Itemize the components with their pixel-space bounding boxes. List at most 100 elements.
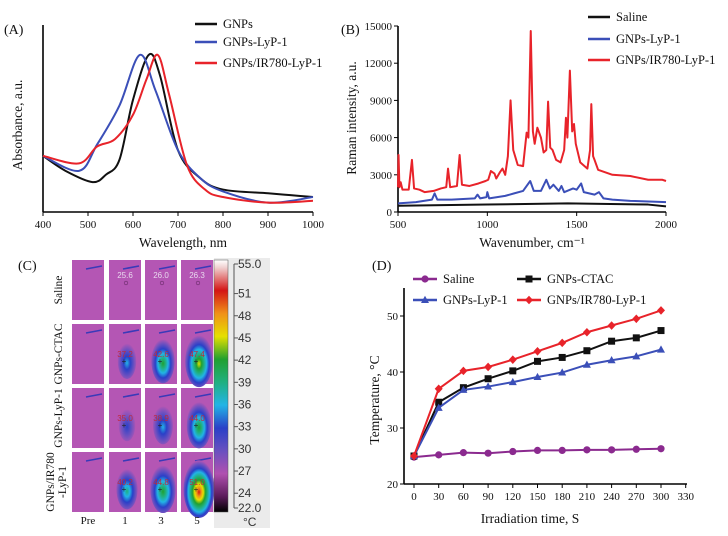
row-label-line: Saline <box>53 276 65 305</box>
thermal-image <box>72 260 104 320</box>
thermal-background <box>72 452 104 512</box>
data-point <box>582 360 591 368</box>
tube-tip <box>158 265 176 270</box>
temperature-readout: 26.0 <box>153 271 169 280</box>
temperature-readout: 44.0 <box>189 414 205 423</box>
data-point <box>459 385 468 393</box>
crosshair-icon: + <box>158 357 163 366</box>
thermal-image: 26.0 <box>145 260 177 320</box>
tube-tip <box>85 457 103 462</box>
x-axis-label: Wavenumber, cm⁻¹ <box>479 235 585 250</box>
data-point <box>484 362 493 372</box>
thermal-image: 44.8+ <box>145 452 177 514</box>
legend-label: GNPs/IR780-LyP-1 <box>547 293 646 307</box>
data-point <box>534 357 541 365</box>
data-point <box>459 449 467 457</box>
data-point <box>434 384 443 394</box>
data-point <box>583 347 591 355</box>
colorbar-tick-label: 55.0 <box>238 257 262 271</box>
tube-tip <box>122 393 140 398</box>
thermal-image: 40.2+ <box>109 452 141 512</box>
data-point <box>509 447 517 456</box>
heat-spot <box>116 469 138 510</box>
x-tick-label: 400 <box>35 219 52 231</box>
x-tick-label: 60 <box>458 491 470 503</box>
thermal-image <box>72 452 104 512</box>
temperature-readout: 25.6 <box>117 271 133 280</box>
data-point <box>558 353 566 361</box>
data-point <box>607 321 616 330</box>
temperature-readout: 40.2 <box>117 478 133 487</box>
y-tick-label: 30 <box>387 423 399 435</box>
data-point <box>533 372 542 381</box>
crosshair-icon: + <box>158 485 163 494</box>
temperature-readout: 37.2 <box>117 350 133 359</box>
heat-spot <box>185 335 213 388</box>
panel-label: (A) <box>4 23 24 38</box>
column-label: 1 <box>122 515 128 527</box>
data-point <box>533 346 542 356</box>
colorbar-unit: °C <box>243 515 257 529</box>
crosshair-icon: + <box>158 421 163 430</box>
y-axis-label: Raman intensity, a.u. <box>344 61 359 174</box>
x-tick-label: 800 <box>215 219 232 231</box>
row-label-line: GNPs/IR780 <box>45 452 57 512</box>
thermal-background <box>145 260 177 320</box>
data-point <box>525 275 533 283</box>
y-tick-label: 9000 <box>370 95 393 107</box>
x-axis-label: Wavelength, nm <box>139 235 228 250</box>
measure-point <box>123 280 129 286</box>
thermal-background <box>181 260 213 320</box>
heat-spot <box>183 460 215 518</box>
x-tick-label: 0 <box>411 491 417 503</box>
y-tick-label: 40 <box>387 367 399 379</box>
thermal-image: 42.6+ <box>145 324 177 384</box>
y-tick-label: 0 <box>387 207 393 219</box>
thermal-image: 38.9+ <box>145 388 177 448</box>
x-tick-label: 270 <box>628 491 645 503</box>
row-label: GNPs-CTAC <box>53 323 65 384</box>
y-tick-label: 15000 <box>365 21 393 33</box>
data-point <box>508 377 517 386</box>
thermal-image: 37.2+ <box>109 324 141 384</box>
colorbar-tick-label: 27 <box>238 464 252 478</box>
legend-label: GNPs-LyP-1 <box>616 32 681 46</box>
panel-label: (D) <box>372 259 392 274</box>
tube-tip <box>122 457 140 462</box>
data-point <box>484 382 493 390</box>
tube-tip <box>85 265 103 270</box>
heat-spot <box>150 465 176 514</box>
thermal-background <box>72 388 104 448</box>
tube-tip <box>85 393 103 398</box>
row-label: Saline <box>53 276 65 305</box>
panel-label: (C) <box>18 259 37 274</box>
tube-tip <box>158 329 176 334</box>
data-point <box>583 446 591 454</box>
data-point <box>558 446 566 454</box>
x-tick-label: 90 <box>483 491 495 503</box>
measure-point <box>195 280 201 286</box>
x-tick-label: 1500 <box>566 219 589 231</box>
legend-label: GNPs-LyP-1 <box>443 293 508 307</box>
colorbar-tick-label: 33 <box>238 420 252 434</box>
data-point <box>525 295 533 305</box>
temperature-readout: 35.0 <box>117 414 133 423</box>
x-tick-label: 210 <box>579 491 596 503</box>
tube-tip <box>194 457 212 462</box>
legend: Saline GNPs-CTAC GNPs-LyP-1 GNPs/IR780-LyP-… <box>413 272 646 307</box>
thermal-image: 44.0+ <box>181 388 213 449</box>
colorbar-tick-label: 30 <box>238 442 252 456</box>
crosshair-icon: + <box>194 421 199 430</box>
data-point <box>582 327 591 337</box>
colorbar <box>213 259 229 513</box>
tube-tip <box>122 329 140 334</box>
legend-label: Saline <box>443 272 475 286</box>
data-point <box>484 375 492 383</box>
thermal-image: 35.0+ <box>109 388 141 448</box>
data-point <box>558 368 567 376</box>
tube-tip <box>85 329 103 334</box>
data-point <box>484 449 492 457</box>
data-point <box>459 366 468 376</box>
